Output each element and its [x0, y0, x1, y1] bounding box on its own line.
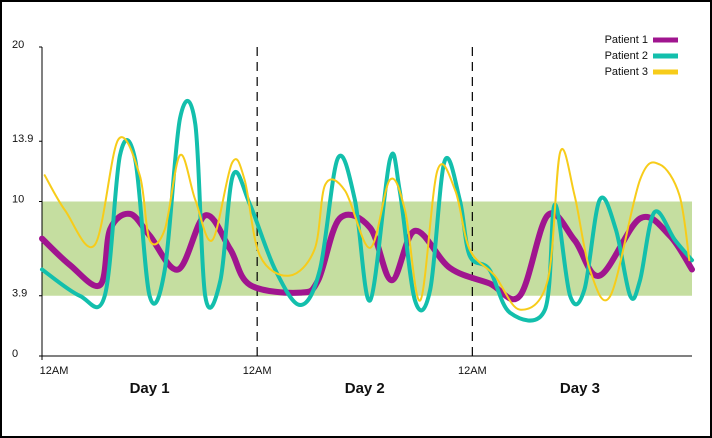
day-label: Day 2: [345, 380, 385, 397]
day-label: Day 3: [560, 380, 600, 397]
legend-label: Patient 2: [605, 50, 648, 62]
y-tick-label: 20: [12, 39, 24, 51]
legend-label: Patient 3: [605, 66, 648, 78]
y-tick-label: 10: [12, 193, 24, 205]
y-tick-label: 3.9: [12, 288, 27, 300]
series-line: [40, 98, 694, 323]
x-tick-label: 12AM: [458, 365, 487, 377]
series-line: [39, 210, 695, 303]
y-tick-label: 13.9: [12, 133, 33, 145]
y-tick-label: 0: [12, 348, 18, 360]
x-tick-label: 12AM: [40, 365, 69, 377]
x-tick-label: 12AM: [243, 365, 272, 377]
day-label: Day 1: [130, 380, 170, 397]
series-line: [43, 136, 691, 311]
legend-label: Patient 1: [605, 34, 648, 46]
